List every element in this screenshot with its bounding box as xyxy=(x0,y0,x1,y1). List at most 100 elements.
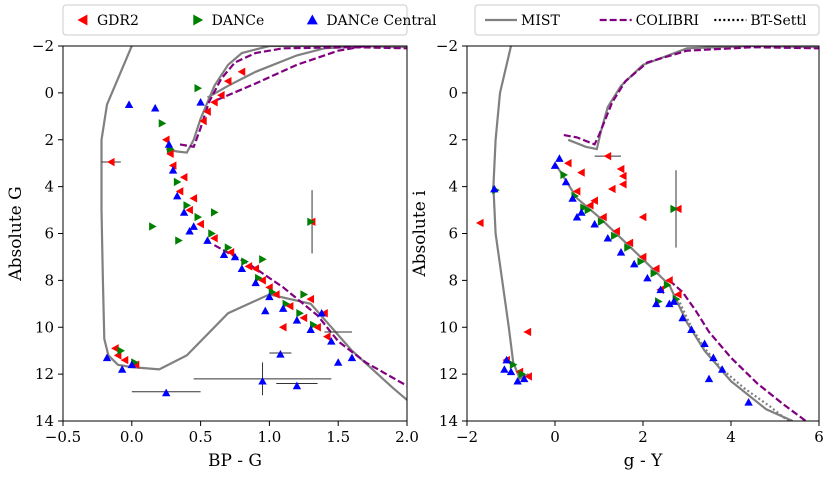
data-point xyxy=(120,355,129,365)
data-point xyxy=(149,222,157,231)
series-gdr2 xyxy=(106,67,331,369)
data-point xyxy=(189,194,198,203)
line-mist xyxy=(492,46,530,381)
data-point xyxy=(652,264,660,273)
data-point xyxy=(166,149,174,159)
data-point xyxy=(173,177,182,187)
legend-label: MIST xyxy=(521,13,560,29)
data-point xyxy=(674,290,682,299)
y-tick-label: 6 xyxy=(44,225,54,243)
data-point xyxy=(265,292,274,301)
legend-box xyxy=(474,4,820,36)
data-point xyxy=(203,236,212,244)
data-point xyxy=(259,255,267,264)
data-point xyxy=(656,285,665,294)
x-tick-label: 1.5 xyxy=(326,428,350,446)
data-point xyxy=(518,369,527,379)
data-point xyxy=(258,276,266,285)
data-point xyxy=(509,360,518,369)
data-point xyxy=(550,161,560,169)
legend-marker xyxy=(77,14,88,26)
data-point xyxy=(258,376,267,385)
data-point xyxy=(709,353,718,362)
data-point xyxy=(111,344,119,353)
data-point xyxy=(334,358,343,366)
y-tick-label: 8 xyxy=(44,271,54,289)
data-point xyxy=(603,151,612,161)
data-point xyxy=(347,353,357,362)
y-tick-label: 10 xyxy=(439,318,458,336)
series-dance-central xyxy=(490,154,753,406)
data-point xyxy=(237,67,246,76)
data-point xyxy=(272,290,280,299)
data-point xyxy=(590,219,599,228)
data-point xyxy=(217,91,225,100)
data-point xyxy=(577,168,585,177)
line-colibri-branch xyxy=(216,46,366,101)
legend-marker xyxy=(306,14,318,25)
y-tick-label: 2 xyxy=(44,131,54,149)
data-point xyxy=(678,313,687,322)
line-colibri-main xyxy=(213,244,407,387)
plot-frame xyxy=(62,45,408,422)
y-tick-label: 2 xyxy=(448,131,458,149)
y-tick-label: 4 xyxy=(44,178,54,196)
x-tick-label: 0.5 xyxy=(189,428,213,446)
x-tick-label: 0.0 xyxy=(120,428,144,446)
data-point xyxy=(226,248,235,257)
data-point xyxy=(179,208,189,216)
data-point xyxy=(276,350,285,358)
data-point xyxy=(211,208,219,217)
line-mist xyxy=(100,46,407,401)
data-point xyxy=(230,252,240,261)
x-tick-label: −0.5 xyxy=(45,428,81,446)
data-point xyxy=(183,201,192,210)
data-point xyxy=(310,320,318,330)
data-point xyxy=(520,374,529,383)
data-point xyxy=(700,339,709,348)
data-point xyxy=(313,323,321,332)
data-point xyxy=(203,107,211,116)
line-mist-upper xyxy=(567,46,819,151)
x-axis-label: g - Y xyxy=(624,451,663,471)
data-point xyxy=(299,313,308,323)
data-point xyxy=(158,119,167,128)
data-point xyxy=(523,327,532,337)
data-point xyxy=(561,177,571,186)
data-point xyxy=(255,273,263,283)
data-point xyxy=(555,154,564,162)
x-tick-label: 0 xyxy=(550,428,560,446)
data-point xyxy=(560,170,568,180)
data-point xyxy=(296,308,304,318)
data-point xyxy=(102,353,112,362)
line-colibri xyxy=(179,46,407,149)
data-point xyxy=(261,306,270,315)
data-point xyxy=(251,264,259,273)
legend-label: BT-Settl xyxy=(750,13,807,29)
data-point xyxy=(185,226,194,235)
data-point xyxy=(669,297,678,305)
data-point xyxy=(327,337,336,345)
x-tick-label: −2 xyxy=(456,428,478,446)
y-tick-label: −2 xyxy=(32,37,54,55)
data-point xyxy=(603,233,612,242)
y-tick-label: −2 xyxy=(436,37,458,55)
data-point xyxy=(164,140,174,148)
data-point xyxy=(106,157,115,167)
data-point xyxy=(278,304,288,312)
line-mist-branch xyxy=(206,46,407,99)
data-point xyxy=(572,212,582,221)
plot-frame xyxy=(466,45,820,422)
data-point xyxy=(590,196,598,205)
data-point xyxy=(670,204,678,214)
data-point xyxy=(179,173,188,182)
data-point xyxy=(619,180,627,189)
data-point xyxy=(292,381,302,390)
data-point xyxy=(292,316,302,324)
data-point xyxy=(196,98,205,106)
legend-label: DANCe xyxy=(212,13,265,29)
data-point xyxy=(306,294,315,304)
data-point xyxy=(638,212,647,222)
data-point xyxy=(637,257,645,266)
x-tick-label: 4 xyxy=(726,428,736,446)
